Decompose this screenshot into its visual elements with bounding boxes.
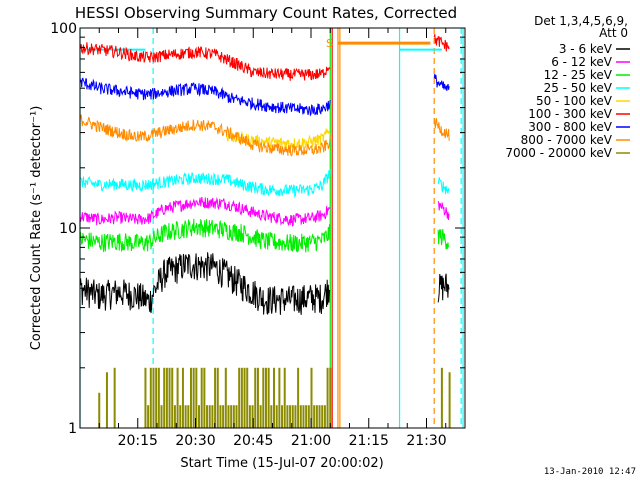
plot-area: S (79, 28, 464, 428)
series-line-6 (79, 77, 331, 117)
x-tick-label: 21:30 (406, 433, 446, 449)
legend-entry-label: 6 - 12 keV (551, 55, 613, 69)
y-tick-label: 10 (59, 221, 77, 237)
series-line-5 (79, 42, 331, 81)
series-line-2 (79, 218, 331, 253)
x-tick-label: 20:15 (118, 433, 158, 449)
x-tick-label: 20:30 (175, 433, 215, 449)
y-axis-label: Corrected Count Rate (s⁻¹ detector⁻¹) (29, 106, 44, 351)
y-tick-label: 1 (68, 421, 77, 437)
legend-header-line: Det 1,3,4,5,6,9, (534, 14, 628, 28)
series-line-1 (79, 196, 331, 227)
series-line-post-0 (437, 273, 450, 303)
chart-title: HESSI Observing Summary Count Rates, Cor… (75, 4, 457, 22)
series-line-3 (79, 169, 331, 199)
legend-entry-label: 25 - 50 keV (544, 81, 613, 95)
series-line-post-7 (433, 117, 450, 141)
legend-entry-label: 300 - 800 keV (528, 120, 612, 134)
y-tick-label: 100 (50, 21, 77, 37)
legend-header-line: Att 0 (599, 26, 628, 40)
legend-entry-label: 800 - 7000 keV (521, 133, 613, 147)
legend-entry-label: 50 - 100 keV (536, 94, 613, 108)
x-tick-label: 21:15 (349, 433, 389, 449)
x-tick-label: 21:00 (291, 433, 331, 449)
legend-entry-label: 7000 - 20000 keV (505, 146, 612, 160)
series-line-0 (79, 252, 331, 315)
series-line-post-3 (437, 177, 450, 195)
legend-entry-label: 3 - 6 keV (559, 42, 613, 56)
series-line-7 (79, 114, 331, 157)
legend-entry-label: 12 - 25 keV (544, 68, 613, 82)
axes: 1 10 100 20:15 20:30 20:45 21:00 21:15 21:30 (50, 21, 466, 449)
x-axis-label: Start Time (15-Jul-07 20:00:02) (180, 456, 383, 471)
legend-entry-label: 100 - 300 keV (528, 107, 612, 121)
series-line-4 (225, 128, 331, 150)
s-marker-label: S (326, 37, 333, 50)
x-tick-label: 20:45 (233, 433, 273, 449)
series-line-post-1 (437, 201, 450, 221)
series-line-post-5 (433, 34, 450, 52)
series-line-post-2 (437, 228, 450, 250)
footer-date: 13-Jan-2010 12:47 (544, 467, 636, 477)
series-line-post-6 (433, 74, 450, 91)
